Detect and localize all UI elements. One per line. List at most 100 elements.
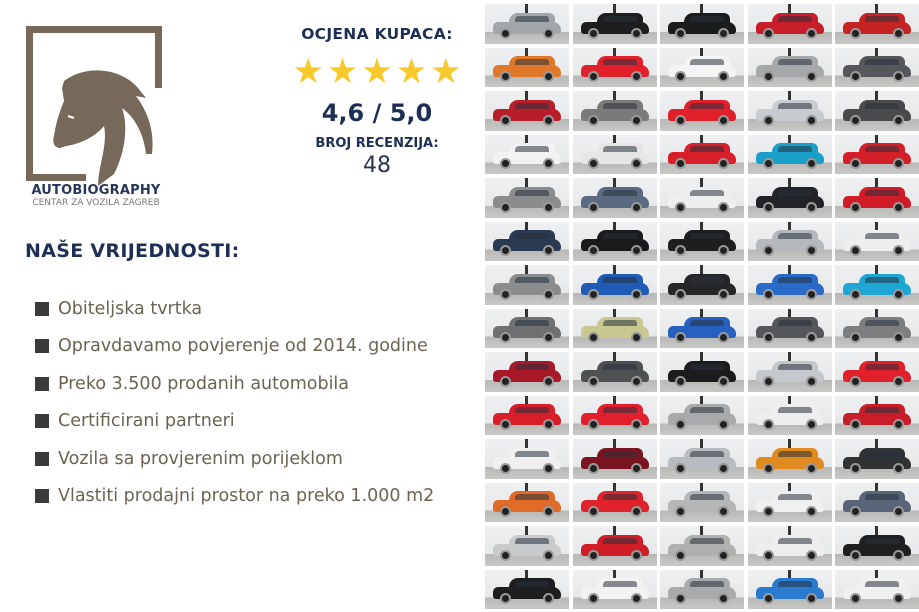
car-photo [660,221,744,261]
square-bullet-icon [35,489,49,504]
value-item: Preko 3.500 prodanih automobila [35,365,434,403]
car-photo [835,569,919,609]
car-photo [835,439,919,479]
star-icon: ★ [361,52,393,92]
car-photo [572,178,657,218]
car-photo [485,91,569,131]
car-photo [835,178,919,218]
car-photo [572,482,657,522]
car-photo [747,221,832,261]
car-photo [485,352,569,392]
car-photo [660,4,744,44]
car-photo-grid [485,4,919,609]
car-photo [835,526,919,566]
car-photo [660,308,744,348]
car-photo [747,482,832,522]
car-photo [660,134,744,174]
car-photo [747,526,832,566]
car-photo [485,134,569,174]
car-photo [747,569,832,609]
car-photo [747,178,832,218]
car-photo [660,265,744,305]
car-photo [835,482,919,522]
car-photo [572,439,657,479]
car-photo [572,91,657,131]
values-title: NAŠE VRIJEDNOSTI: [25,240,240,262]
value-text: Obiteljska tvrtka [58,298,203,319]
brand-name: AUTOBIOGRAPHY [31,183,161,198]
customer-rating: OCJENA KUPACA: ★ ★ ★ ★ ★ 4,6 / 5,0 BROJ RECE… [282,25,472,178]
car-photo [835,221,919,261]
value-text: Certificirani partneri [58,411,235,432]
car-photo [485,439,569,479]
reviews-count: 48 [363,153,391,178]
car-photo [660,439,744,479]
car-photo [485,178,569,218]
car-photo [747,395,832,435]
car-photo [835,4,919,44]
car-photo [660,91,744,131]
rating-score: 4,6 / 5,0 [321,99,433,127]
car-photo [747,439,832,479]
value-text: Opravdavamo povjerenje od 2014. godine [58,336,428,357]
car-photo [835,265,919,305]
car-photo [572,308,657,348]
value-item: Vozila sa provjerenim porijeklom [35,440,434,478]
car-photo [660,47,744,87]
car-photo [835,91,919,131]
car-photo [485,395,569,435]
square-bullet-icon [35,414,49,429]
rating-stars: ★ ★ ★ ★ ★ [282,52,472,92]
value-item: Opravdavamo povjerenje od 2014. godine [35,328,434,366]
car-photo [660,526,744,566]
square-bullet-icon [35,301,49,316]
car-photo [835,134,919,174]
car-photo [835,47,919,87]
car-photo [835,352,919,392]
car-photo [660,178,744,218]
car-photo [572,569,657,609]
car-photo [485,265,569,305]
star-icon: ★ [292,52,324,92]
car-photo [572,395,657,435]
value-text: Preko 3.500 prodanih automobila [58,373,350,394]
reviews-label: BROJ RECENZIJA: [315,136,439,151]
car-photo [660,569,744,609]
car-photo [747,265,832,305]
square-bullet-icon [35,339,49,354]
car-photo [572,526,657,566]
car-photo [572,47,657,87]
car-photo [485,482,569,522]
star-icon: ★ [326,52,359,92]
car-photo [485,308,569,348]
square-bullet-icon [35,376,49,391]
car-photo [747,4,832,44]
car-photo [660,482,744,522]
car-photo [747,47,832,87]
car-photo [572,221,657,261]
brand: AUTOBIOGRAPHY CENTAR ZA VOZILA ZAGREB [26,183,166,208]
car-photo [747,134,832,174]
car-photo [485,4,569,44]
car-photo [747,352,832,392]
car-photo [835,308,919,348]
rating-title: OCJENA KUPACA: [301,25,453,43]
value-item: Vlastiti prodajni prostor na preko 1.000… [35,478,434,516]
car-photo [660,395,744,435]
car-photo [747,91,832,131]
horse-logo [26,26,162,186]
value-text: Vlastiti prodajni prostor na preko 1.000… [58,486,435,507]
value-text: Vozila sa provjerenim porijeklom [58,448,343,469]
square-bullet-icon [35,451,49,466]
car-photo [485,526,569,566]
values-list: Obiteljska tvrtka Opravdavamo povjerenje … [35,290,434,515]
car-photo [747,308,832,348]
car-photo [485,47,569,87]
brand-subtitle: CENTAR ZA VOZILA ZAGREB [32,198,160,208]
value-item: Certificirani partneri [35,403,434,441]
star-icon: ★ [395,52,428,92]
car-photo [572,352,657,392]
car-photo [835,395,919,435]
value-item: Obiteljska tvrtka [35,290,434,328]
car-photo [660,352,744,392]
